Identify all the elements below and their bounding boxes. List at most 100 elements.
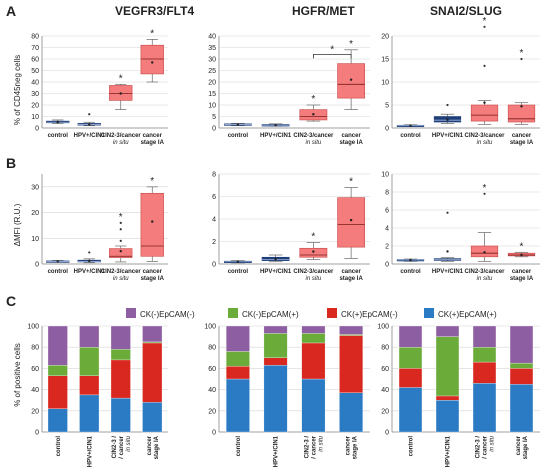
box-3: * — [109, 212, 133, 263]
bar-segment — [142, 402, 163, 433]
category-label: CIN2-3 // cancer in situ — [112, 435, 132, 458]
bar-segment — [142, 342, 163, 403]
box-1 — [396, 258, 425, 262]
category-label: HPV+/CIN1 — [74, 133, 106, 139]
y-tick-label: 100 — [204, 324, 216, 331]
box-mean-point — [409, 124, 412, 127]
category-label: control — [400, 133, 421, 139]
significance-star: * — [150, 176, 154, 187]
bar-segment — [263, 325, 288, 334]
significance-star: * — [349, 39, 353, 50]
bar-segment — [226, 366, 250, 380]
category-label-line: stage IA — [154, 435, 160, 459]
box-mean-point — [151, 61, 154, 64]
y-tick-label: 8 — [212, 172, 216, 179]
y-tick-label: 0 — [212, 262, 216, 269]
category-label-line: cancer — [346, 435, 352, 455]
significance-star: * — [311, 232, 315, 243]
y-tick-label: 15 — [381, 57, 389, 64]
legend-swatch-ckneg-epcamneg — [126, 308, 136, 318]
box-4: * — [507, 48, 536, 125]
chart-panel-c-3: 0 20 40 60 80 100 control HPV+/CIN1 CIN2-3 // ca… — [377, 324, 540, 467]
y-tick-label: 80 — [31, 345, 39, 352]
box-2 — [77, 113, 101, 127]
chart-panel-b-3: 0 2 4 6 8 10 * * control HPV+/CIN1 CIN2-3/cancerin… — [381, 172, 540, 282]
category-label-line: CIN2-3/cancer — [293, 133, 334, 139]
y-tick-label: 10 — [208, 103, 216, 110]
bar-segment — [301, 325, 326, 334]
y-tick-label: 10 — [381, 172, 389, 179]
outlier-point — [483, 25, 486, 28]
y-tick-label: 80 — [381, 345, 389, 352]
box-4: * — [337, 177, 366, 259]
box-mean-point — [274, 257, 277, 261]
bar-segment — [47, 365, 68, 376]
category-label-line: cancer — [341, 269, 361, 275]
box-mean-point — [446, 250, 449, 253]
significance-star: * — [119, 73, 123, 84]
bar-segment — [263, 333, 288, 358]
chart-panel-c-2: 0 20 40 60 80 100 control HPV+/CIN1 CIN2-3 // ca… — [204, 324, 370, 467]
outlier-point — [88, 251, 91, 254]
category-label-line: control — [409, 436, 415, 457]
significance-star: * — [119, 212, 123, 223]
category-label-line: control — [400, 269, 421, 275]
box-4: * — [140, 176, 164, 262]
outlier-point — [446, 211, 449, 214]
box-mean-point — [88, 259, 91, 263]
y-tick-label: 80 — [208, 345, 216, 352]
y-tick-label: 40 — [31, 387, 39, 394]
stacked-bar-4 — [509, 325, 534, 433]
category-label: control — [400, 269, 421, 275]
chart-panel-a-2: 0 5 10 15 20 25 30 35 40 * * * control HPV+/CIN1 CIN2-… — [208, 34, 370, 146]
bar-segment — [226, 351, 250, 367]
y-tick-label: 60 — [381, 366, 389, 373]
category-label: HPV+/CIN1 — [432, 133, 464, 139]
category-label-line: in situ — [113, 276, 129, 282]
y-tick-label: 20 — [381, 34, 389, 41]
category-label: HPV+/CIN1 — [432, 269, 464, 275]
y-tick-label: 2 — [212, 239, 216, 246]
category-label-line: HPV+/CIN1 — [74, 133, 106, 139]
column-title-vegfr3: VEGFR3/FLT4 — [115, 4, 194, 18]
y-tick-label: 0 — [385, 126, 389, 133]
ylabel-row-c: % of positive cells — [13, 343, 22, 407]
category-label-line: in situ — [477, 140, 493, 146]
box-mean-point — [236, 123, 240, 126]
category-label-line: cancer — [341, 133, 361, 139]
bar-segment — [110, 349, 131, 361]
bar-segment — [509, 362, 534, 369]
bar-segment — [472, 325, 497, 348]
box-2 — [433, 211, 462, 262]
category-label-line: cancer — [143, 133, 163, 139]
category-label-line: control — [48, 269, 69, 275]
category-label-line: control — [56, 436, 62, 457]
category-label-line: CIN2-3/cancer — [464, 269, 505, 275]
box-mean-point — [520, 253, 523, 257]
category-label-line: in situ — [477, 276, 493, 282]
outlier-point — [119, 228, 122, 231]
bar-segment — [79, 375, 100, 396]
category-label-line: control — [236, 436, 242, 457]
legend-swatch-ckneg-epcampos — [228, 308, 238, 318]
box-iqr — [337, 63, 366, 99]
significance-bracket — [312, 54, 352, 59]
box-mean-point — [312, 113, 315, 116]
category-label: HPV+/CIN1 — [274, 435, 280, 467]
category-label: HPV+/CIN1 — [260, 133, 292, 139]
box-mean-point — [119, 92, 122, 95]
category-label-line: CIN2-3/cancer — [101, 269, 142, 275]
box-mean-point — [312, 250, 315, 253]
y-tick-label: 25 — [208, 68, 216, 75]
box-iqr — [140, 44, 164, 75]
legend-label-ckneg-epcampos: CK(-)EpCAM(+) — [242, 310, 299, 319]
chart-panel-b-1: 0 10 20 30 * * control HPV+/CIN1CIN2-3/cancerin… — [31, 174, 168, 282]
bar-segment — [142, 325, 163, 343]
category-label-line: stage IA — [141, 140, 165, 146]
stacked-bar-1 — [398, 325, 423, 433]
